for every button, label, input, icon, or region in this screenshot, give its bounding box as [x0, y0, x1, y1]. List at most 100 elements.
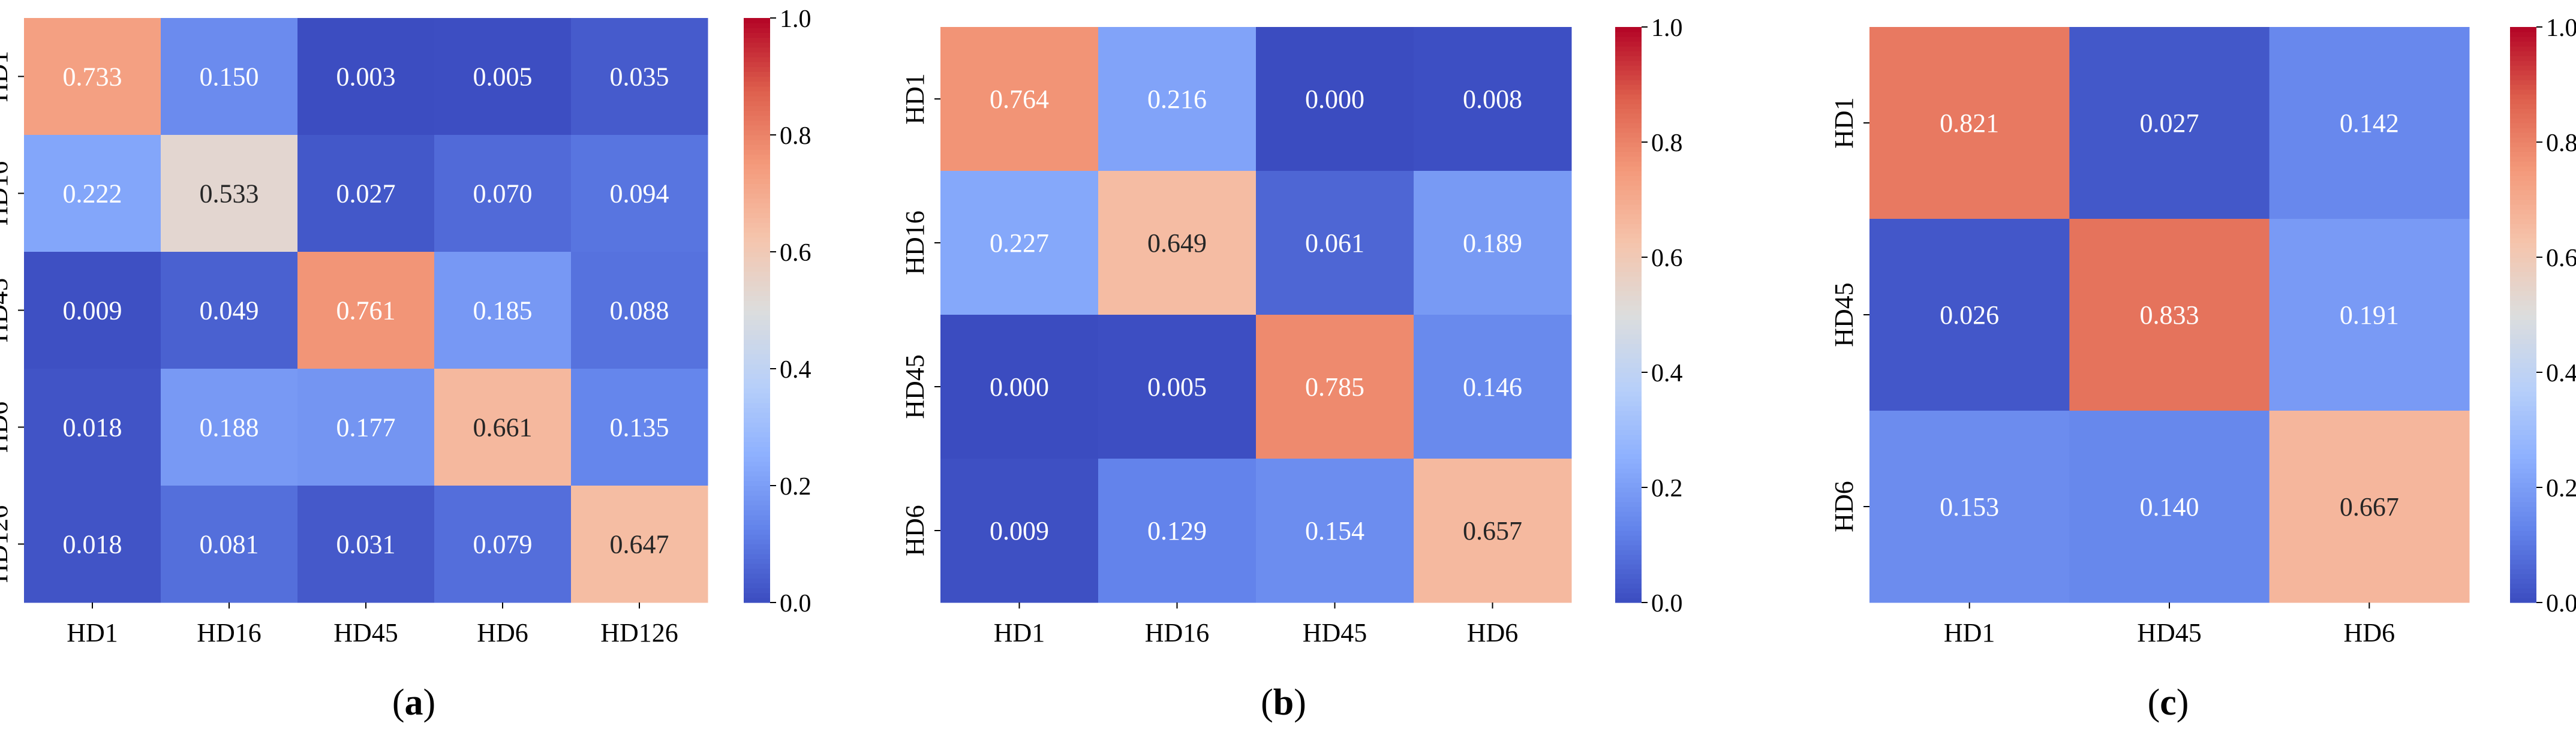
colorbar-segment [1615, 209, 1642, 215]
y-tick-label: HD1 [0, 51, 13, 103]
cell-value-label: 0.761 [336, 296, 396, 326]
colorbar-segment [2510, 454, 2536, 459]
colorbar-segment [744, 237, 770, 243]
colorbar-segment [2510, 204, 2536, 210]
colorbar-segment [2510, 583, 2536, 589]
colorbar-segment [744, 315, 770, 321]
colorbar-segment [2510, 420, 2536, 426]
colorbar-segment [1615, 377, 1642, 382]
colorbar-segment [1615, 430, 1642, 435]
colorbar-segment [2510, 185, 2536, 191]
colorbar-segment [2510, 324, 2536, 330]
colorbar-segment [2510, 300, 2536, 306]
colorbar-segment [744, 144, 770, 150]
colorbar-segment [2510, 41, 2536, 47]
cell-value-label: 0.216 [1147, 85, 1207, 114]
colorbar-segment [1615, 123, 1642, 128]
colorbar-segment [1615, 152, 1642, 157]
colorbar-segment [744, 564, 770, 569]
colorbar-segment [2510, 46, 2536, 52]
colorbar-segment [2510, 166, 2536, 171]
colorbar-segment [2510, 588, 2536, 594]
colorbar-segment [1615, 204, 1642, 210]
cell-value-label: 0.018 [63, 530, 122, 559]
colorbar-segment [1615, 243, 1642, 248]
cell-value-label: 0.188 [200, 413, 259, 442]
heatmap-cell [297, 18, 435, 135]
colorbar-segment [744, 222, 770, 228]
colorbar-segment [744, 106, 770, 111]
colorbar-segment [1615, 248, 1642, 253]
colorbar-segment [1615, 579, 1642, 584]
heatmap-cell [1414, 315, 1572, 459]
colorbar-segment [744, 125, 770, 131]
colorbar-segment [744, 402, 770, 408]
colorbar-tick-label: 0.6 [2546, 245, 2576, 272]
heatmap-cell [2269, 27, 2470, 219]
cell-value-label: 0.154 [1305, 516, 1364, 546]
colorbar-segment [2510, 109, 2536, 114]
heatmap-cell [1869, 219, 2070, 411]
colorbar-segment [2510, 439, 2536, 445]
colorbar-segment [1615, 176, 1642, 181]
colorbar-segment [744, 471, 770, 477]
colorbar-segment [744, 140, 770, 145]
colorbar-segment [1615, 94, 1642, 100]
colorbar-segment [1615, 348, 1642, 354]
cell-value-label: 0.094 [610, 179, 669, 209]
panel-label-letter: c [2160, 682, 2177, 723]
colorbar-segment [2510, 598, 2536, 603]
colorbar-segment [1615, 353, 1642, 359]
panel-label-open-paren: ( [1261, 682, 1273, 723]
colorbar-segment [1615, 569, 1642, 574]
colorbar-segment [744, 597, 770, 603]
colorbar-tick-label: 1.0 [1651, 14, 1683, 42]
heatmap-cell [297, 369, 435, 486]
colorbar-segment [1615, 463, 1642, 469]
colorbar-segment [744, 539, 770, 545]
colorbar-tick-label: 0.8 [780, 122, 811, 150]
colorbar-segment [2510, 507, 2536, 512]
colorbar-segment [1615, 468, 1642, 474]
colorbar-segment [744, 451, 770, 457]
colorbar-segment [1615, 128, 1642, 133]
colorbar-segment [1615, 401, 1642, 406]
colorbar-segment [744, 62, 770, 67]
colorbar-segment [744, 242, 770, 248]
colorbar-segment [2510, 224, 2536, 229]
colorbar-segment [744, 71, 770, 77]
colorbar-segment [744, 168, 770, 174]
y-tick-label: HD1 [1829, 97, 1859, 149]
colorbar-segment [1615, 507, 1642, 512]
colorbar-segment [1615, 396, 1642, 402]
heatmap-cell [434, 369, 572, 486]
colorbar-segment [744, 96, 770, 101]
colorbar-segment [744, 412, 770, 418]
colorbar-tick-label: 0.2 [1651, 475, 1683, 502]
colorbar-segment [744, 466, 770, 472]
colorbar-segment [744, 320, 770, 326]
colorbar-segment [1615, 286, 1642, 291]
panel-label-letter: a [405, 682, 423, 723]
heatmap-cell [1098, 27, 1257, 171]
colorbar-segment [2510, 94, 2536, 100]
colorbar-segment [2510, 315, 2536, 320]
colorbar-segment [1615, 89, 1642, 95]
colorbar-segment [744, 296, 770, 301]
colorbar-segment [744, 349, 770, 355]
colorbar-segment [1615, 161, 1642, 167]
colorbar-segment [2510, 363, 2536, 368]
colorbar-segment [744, 76, 770, 82]
colorbar-segment [744, 330, 770, 335]
colorbar-segment [744, 588, 770, 594]
colorbar-segment [2510, 137, 2536, 143]
x-tick-label: HD1 [994, 618, 1045, 647]
colorbar-segment [744, 534, 770, 540]
colorbar-segment [744, 291, 770, 296]
colorbar-segment [2510, 291, 2536, 296]
heatmap-cell [2069, 219, 2270, 411]
heatmap-cell [161, 252, 298, 369]
colorbar-segment [744, 120, 770, 126]
colorbar-segment [744, 276, 770, 282]
